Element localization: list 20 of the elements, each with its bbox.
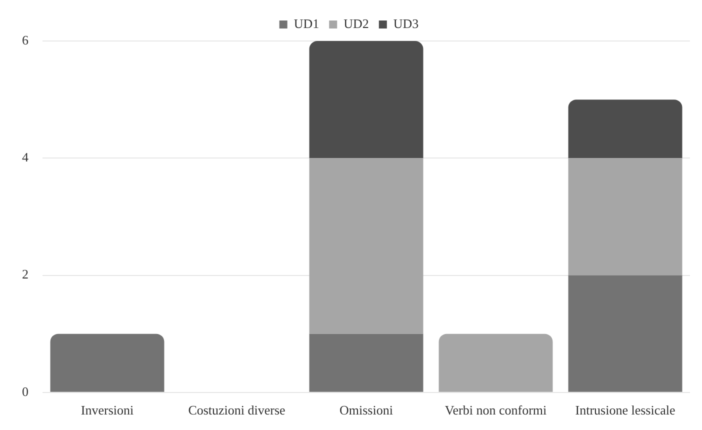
bar <box>309 334 424 392</box>
bar <box>568 158 682 276</box>
bar <box>568 100 682 158</box>
x-tick-label: Omissioni <box>340 402 394 418</box>
bar <box>568 275 682 392</box>
legend-label: UD3 <box>393 16 419 31</box>
bar <box>309 158 424 334</box>
legend-label: UD1 <box>294 16 320 31</box>
x-tick-label: Costuzioni diverse <box>188 402 286 418</box>
x-tick-label: Intrusione lessicale <box>575 402 676 418</box>
x-tick-label: Inversioni <box>80 402 134 418</box>
y-tick-label: 4 <box>22 150 29 165</box>
legend-label: UD2 <box>344 16 369 31</box>
y-tick-label: 2 <box>22 266 28 282</box>
y-tick-label: 6 <box>22 32 29 48</box>
bar <box>50 334 164 392</box>
y-tick-label: 0 <box>22 384 28 399</box>
x-tick-label: Verbi non conformi <box>444 402 548 418</box>
bar <box>309 41 424 158</box>
bar <box>438 334 553 392</box>
